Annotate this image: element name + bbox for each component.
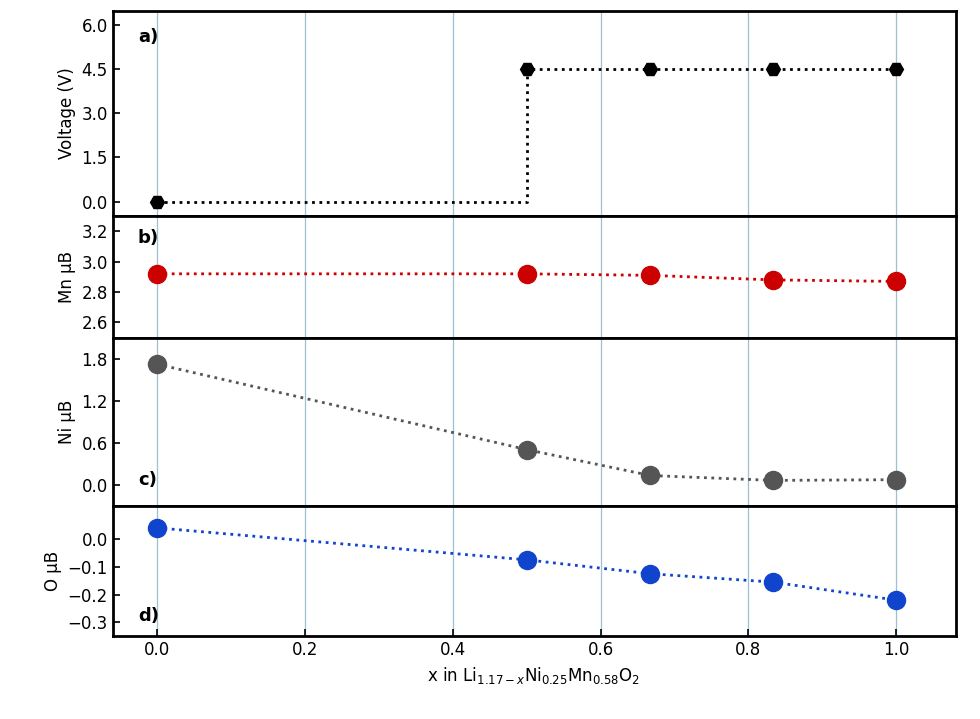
- Text: b): b): [138, 229, 159, 247]
- Y-axis label: Mn μB: Mn μB: [58, 251, 75, 303]
- Y-axis label: Voltage (V): Voltage (V): [58, 68, 75, 160]
- Text: c): c): [138, 472, 157, 490]
- Y-axis label: O μB: O μB: [44, 551, 62, 591]
- Text: d): d): [138, 607, 159, 625]
- Text: a): a): [138, 27, 158, 45]
- Y-axis label: Ni μB: Ni μB: [58, 400, 75, 444]
- X-axis label: x in Li$_{1.17-x}$Ni$_{0.25}$Mn$_{0.58}$O$_{2}$: x in Li$_{1.17-x}$Ni$_{0.25}$Mn$_{0.58}$…: [427, 665, 641, 686]
